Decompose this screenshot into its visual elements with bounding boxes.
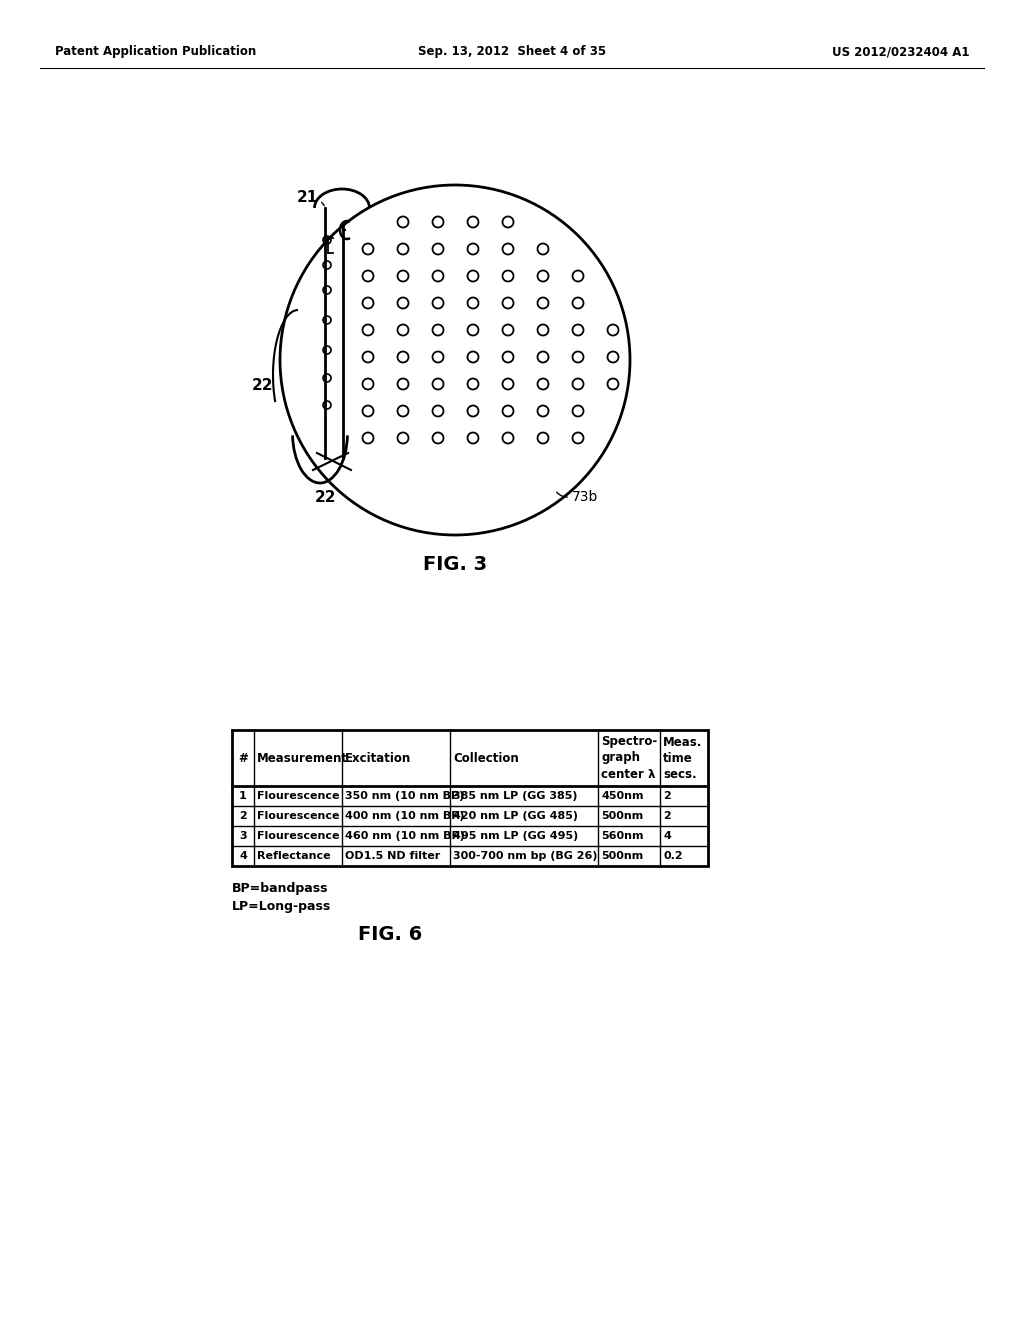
Text: Meas.
time
secs.: Meas. time secs.: [663, 735, 702, 780]
Text: Spectro-
graph
center λ: Spectro- graph center λ: [601, 735, 657, 780]
Text: 420 nm LP (GG 485): 420 nm LP (GG 485): [453, 810, 578, 821]
Text: 22: 22: [252, 378, 273, 392]
Text: 500nm: 500nm: [601, 851, 643, 861]
Text: Sep. 13, 2012  Sheet 4 of 35: Sep. 13, 2012 Sheet 4 of 35: [418, 45, 606, 58]
Text: 2: 2: [663, 791, 671, 801]
Text: 22: 22: [315, 491, 337, 506]
Text: 2: 2: [240, 810, 247, 821]
Text: 73b: 73b: [572, 490, 598, 504]
Text: LP=Long-pass: LP=Long-pass: [232, 900, 331, 913]
Text: 3: 3: [240, 832, 247, 841]
Text: 350 nm (10 nm BP): 350 nm (10 nm BP): [345, 791, 464, 801]
Text: Excitation: Excitation: [345, 751, 412, 764]
Text: 4: 4: [239, 851, 247, 861]
Text: 450nm: 450nm: [601, 791, 643, 801]
Text: 460 nm (10 nm BP): 460 nm (10 nm BP): [345, 832, 465, 841]
Text: 2: 2: [663, 810, 671, 821]
Text: Collection: Collection: [453, 751, 519, 764]
Text: BP=bandpass: BP=bandpass: [232, 882, 329, 895]
Text: 400 nm (10 nm BP): 400 nm (10 nm BP): [345, 810, 465, 821]
Text: 4: 4: [663, 832, 671, 841]
Text: FIG. 6: FIG. 6: [357, 924, 422, 944]
Text: OD1.5 ND filter: OD1.5 ND filter: [345, 851, 440, 861]
Text: 385 nm LP (GG 385): 385 nm LP (GG 385): [453, 791, 578, 801]
Text: Measurement: Measurement: [257, 751, 348, 764]
Text: Flourescence: Flourescence: [257, 832, 340, 841]
Text: 300-700 nm bp (BG 26): 300-700 nm bp (BG 26): [453, 851, 597, 861]
Text: Reflectance: Reflectance: [257, 851, 331, 861]
Text: 0.2: 0.2: [663, 851, 683, 861]
Text: #: #: [239, 751, 248, 764]
Text: FIG. 3: FIG. 3: [423, 556, 487, 574]
Text: Flourescence: Flourescence: [257, 810, 340, 821]
Bar: [232, 730, 708, 866]
Text: 500nm: 500nm: [601, 810, 643, 821]
Text: Flourescence: Flourescence: [257, 791, 340, 801]
Text: US 2012/0232404 A1: US 2012/0232404 A1: [831, 45, 969, 58]
Text: 21: 21: [297, 190, 318, 206]
Text: 495 nm LP (GG 495): 495 nm LP (GG 495): [453, 832, 579, 841]
Text: 560nm: 560nm: [601, 832, 643, 841]
Text: Patent Application Publication: Patent Application Publication: [55, 45, 256, 58]
Text: 1: 1: [240, 791, 247, 801]
